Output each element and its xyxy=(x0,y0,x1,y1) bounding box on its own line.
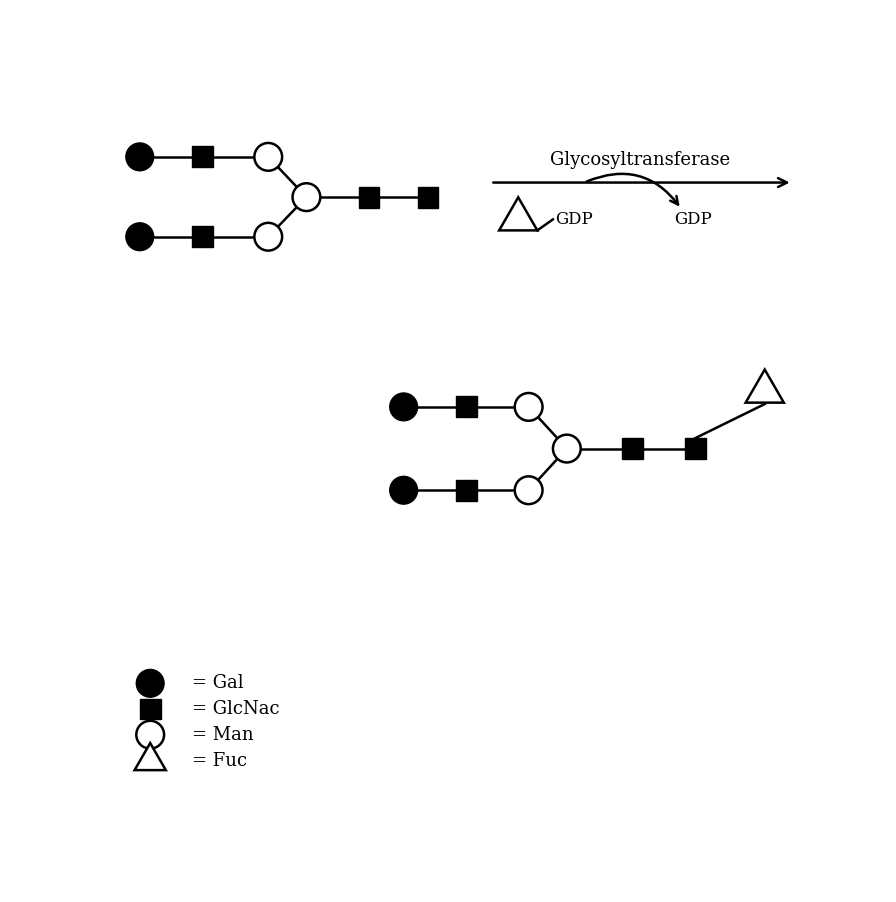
Circle shape xyxy=(514,476,543,504)
Text: GDP: GDP xyxy=(675,211,712,228)
FancyBboxPatch shape xyxy=(358,187,379,207)
Text: GDP: GDP xyxy=(555,211,593,228)
Circle shape xyxy=(254,143,282,170)
Polygon shape xyxy=(745,370,784,402)
FancyBboxPatch shape xyxy=(623,438,643,459)
Circle shape xyxy=(553,435,581,463)
FancyBboxPatch shape xyxy=(685,438,706,459)
Circle shape xyxy=(390,393,418,420)
Polygon shape xyxy=(134,743,166,770)
FancyBboxPatch shape xyxy=(456,480,477,501)
Text: = Man: = Man xyxy=(192,726,254,744)
Circle shape xyxy=(254,223,282,251)
Circle shape xyxy=(514,393,543,420)
FancyBboxPatch shape xyxy=(140,698,160,720)
Circle shape xyxy=(390,476,418,504)
Text: = Gal: = Gal xyxy=(192,675,244,693)
Circle shape xyxy=(125,223,154,251)
Circle shape xyxy=(293,183,321,211)
FancyBboxPatch shape xyxy=(418,187,438,207)
FancyBboxPatch shape xyxy=(192,146,212,167)
Text: = Fuc: = Fuc xyxy=(192,752,247,770)
FancyBboxPatch shape xyxy=(456,397,477,418)
Circle shape xyxy=(136,669,164,697)
Text: = GlcNac: = GlcNac xyxy=(192,700,280,718)
Text: Glycosyltransferase: Glycosyltransferase xyxy=(549,152,730,170)
FancyBboxPatch shape xyxy=(192,226,212,247)
Circle shape xyxy=(136,721,164,749)
Polygon shape xyxy=(499,198,538,230)
Circle shape xyxy=(125,143,154,170)
